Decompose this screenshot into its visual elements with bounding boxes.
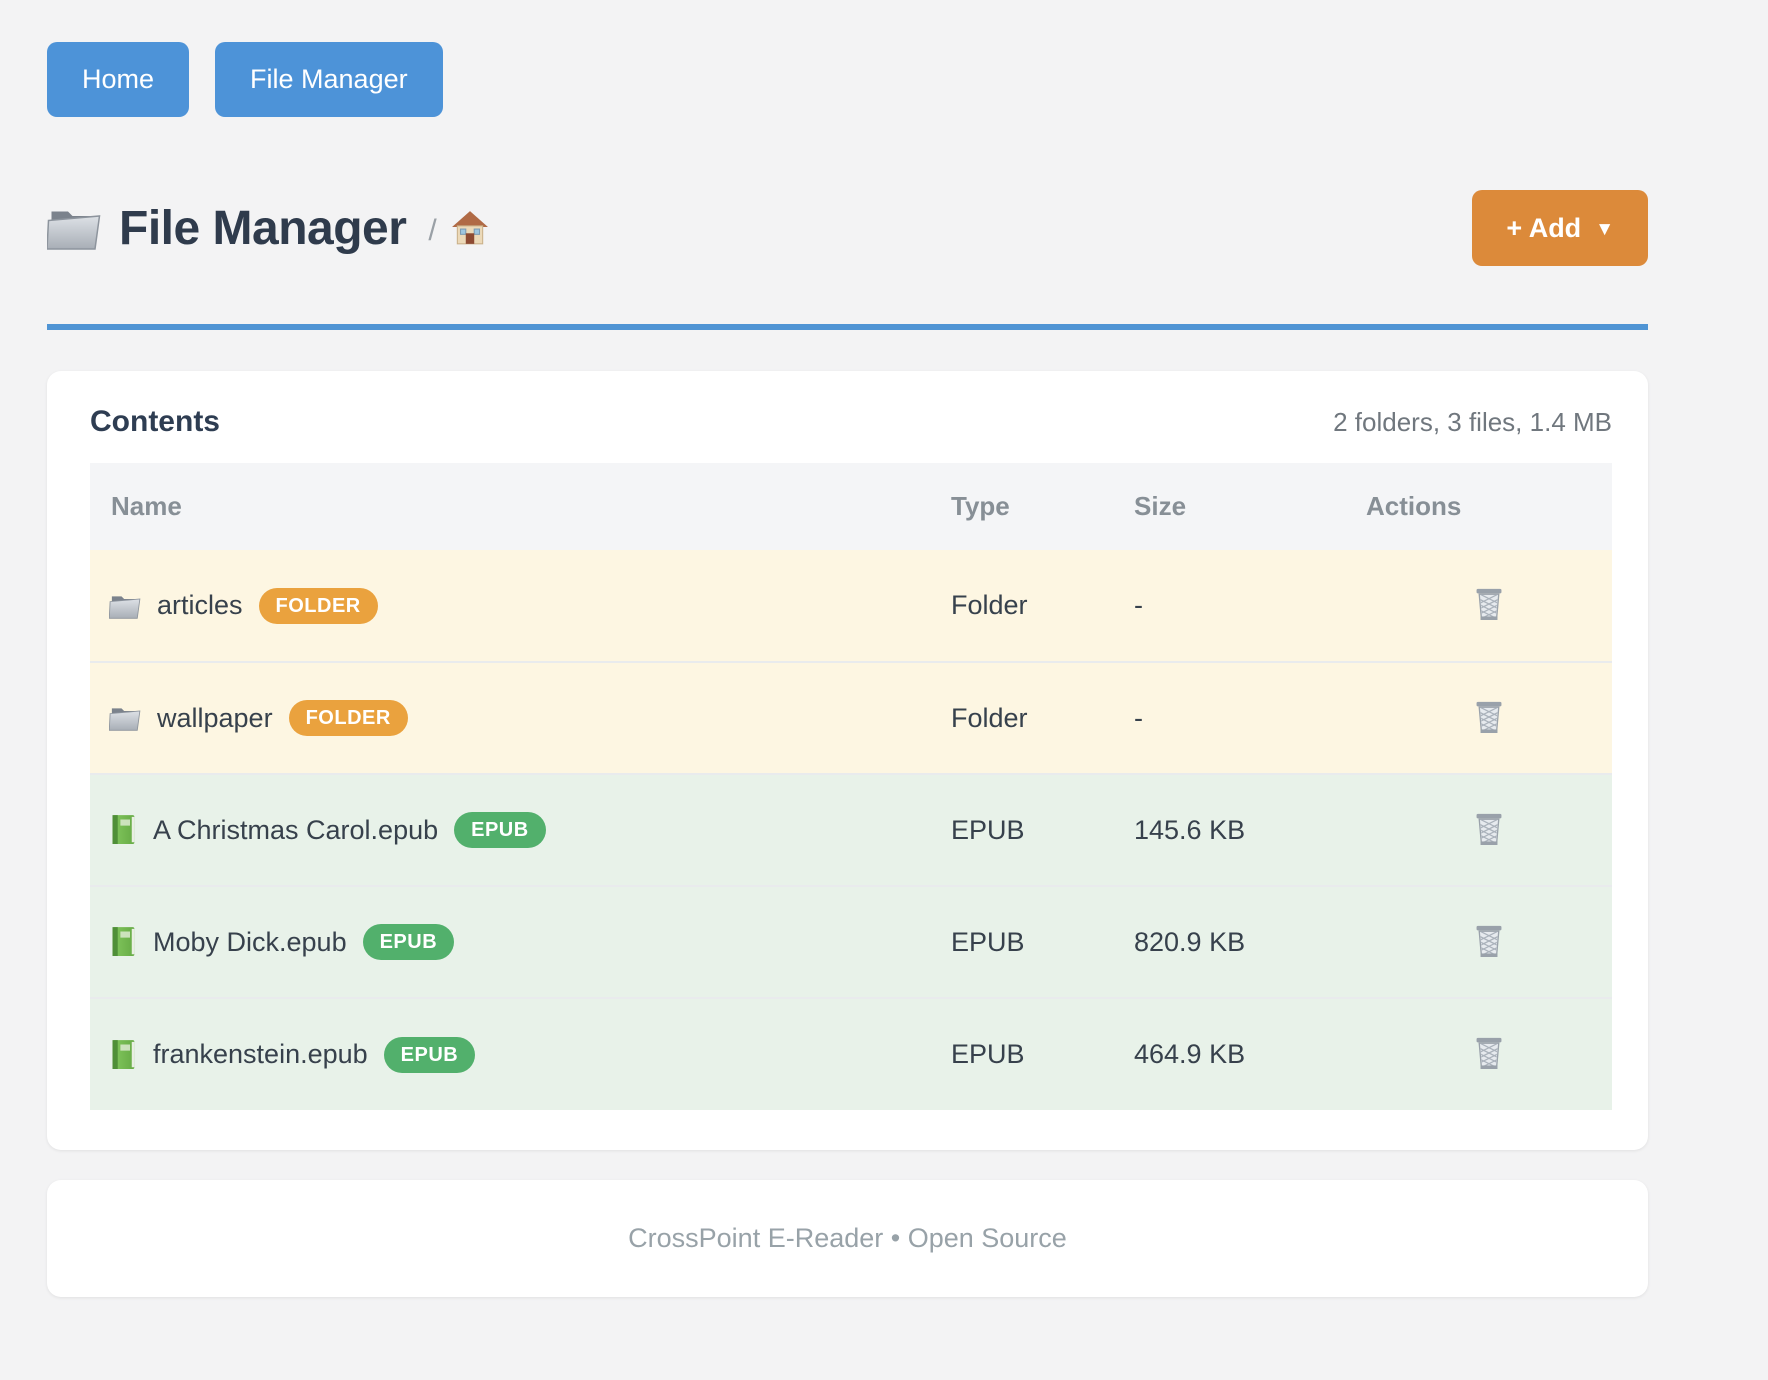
add-button-label: + Add: [1506, 212, 1582, 243]
item-type: EPUB: [950, 773, 1133, 886]
item-type: EPUB: [950, 885, 1133, 998]
delete-button[interactable]: [1469, 919, 1509, 966]
contents-card: Contents 2 folders, 3 files, 1.4 MB Name…: [47, 371, 1648, 1150]
contents-heading: Contents: [90, 405, 220, 438]
item-size: 820.9 KB: [1133, 885, 1365, 998]
green-book-icon: [109, 925, 137, 959]
table-row-christmas-carol[interactable]: A Christmas Carol.epub EPUB EPUB 145.6 K…: [90, 773, 1612, 886]
item-name: frankenstein.epub: [153, 1039, 368, 1069]
green-book-icon: [109, 1038, 137, 1072]
open-folder-icon: [47, 204, 101, 252]
delete-button[interactable]: [1469, 807, 1509, 854]
file-table: Name Type Size Actions articles FOLDER F…: [90, 463, 1612, 1110]
delete-button[interactable]: [1469, 695, 1509, 742]
delete-button[interactable]: [1469, 582, 1509, 629]
footer-text: CrossPoint E-Reader • Open Source: [628, 1223, 1067, 1253]
breadcrumb-separator: /: [428, 214, 437, 247]
item-name: A Christmas Carol.epub: [153, 814, 439, 845]
wastebasket-icon: [1473, 811, 1505, 847]
epub-badge: EPUB: [362, 924, 455, 960]
title-divider: [47, 324, 1648, 330]
item-name: articles: [157, 590, 243, 620]
wastebasket-icon: [1473, 1035, 1505, 1071]
nav-home-button[interactable]: Home: [47, 42, 190, 117]
open-folder-icon: [109, 592, 141, 620]
wastebasket-icon: [1473, 923, 1505, 959]
item-type: EPUB: [950, 997, 1133, 1110]
open-folder-icon: [109, 704, 141, 732]
column-header-actions: Actions: [1365, 463, 1612, 550]
table-row-articles[interactable]: articles FOLDER Folder -: [90, 550, 1612, 662]
table-row-moby-dick[interactable]: Moby Dick.epub EPUB EPUB 820.9 KB: [90, 885, 1612, 998]
chevron-down-icon: ▼: [1595, 218, 1614, 240]
delete-button[interactable]: [1469, 1031, 1509, 1078]
folder-badge: FOLDER: [288, 700, 408, 736]
epub-badge: EPUB: [383, 1036, 476, 1073]
table-row-wallpaper[interactable]: wallpaper FOLDER Folder -: [90, 661, 1612, 774]
table-row-frankenstein[interactable]: frankenstein.epub EPUB EPUB 464.9 KB: [90, 997, 1612, 1110]
breadcrumb: File Manager /: [47, 201, 489, 256]
epub-badge: EPUB: [454, 812, 546, 848]
folder-badge: FOLDER: [258, 587, 378, 624]
item-name: Moby Dick.epub: [153, 926, 347, 957]
item-size: 145.6 KB: [1133, 773, 1365, 886]
wastebasket-icon: [1473, 699, 1505, 735]
column-header-size: Size: [1133, 463, 1365, 550]
column-header-type: Type: [950, 463, 1133, 550]
column-header-name: Name: [90, 463, 950, 550]
add-button[interactable]: + Add ▼: [1472, 190, 1648, 266]
item-type: Folder: [950, 550, 1133, 662]
page-title: File Manager: [119, 201, 407, 255]
table-header-row: Name Type Size Actions: [90, 463, 1612, 550]
item-type: Folder: [950, 661, 1133, 774]
top-nav: Home File Manager: [47, 42, 1768, 117]
item-size: -: [1133, 550, 1365, 662]
wastebasket-icon: [1473, 586, 1505, 622]
page: Home File Manager File Manager / + Add ▼…: [47, 42, 1768, 1297]
item-size: 464.9 KB: [1133, 997, 1365, 1110]
page-header: File Manager / + Add ▼: [47, 190, 1648, 266]
nav-file-manager-button[interactable]: File Manager: [215, 42, 443, 117]
footer: CrossPoint E-Reader • Open Source: [47, 1180, 1648, 1297]
item-size: -: [1133, 661, 1365, 774]
item-name: wallpaper: [157, 702, 273, 733]
green-book-icon: [109, 813, 137, 847]
contents-summary: 2 folders, 3 files, 1.4 MB: [1333, 407, 1612, 437]
house-icon[interactable]: [451, 209, 489, 247]
